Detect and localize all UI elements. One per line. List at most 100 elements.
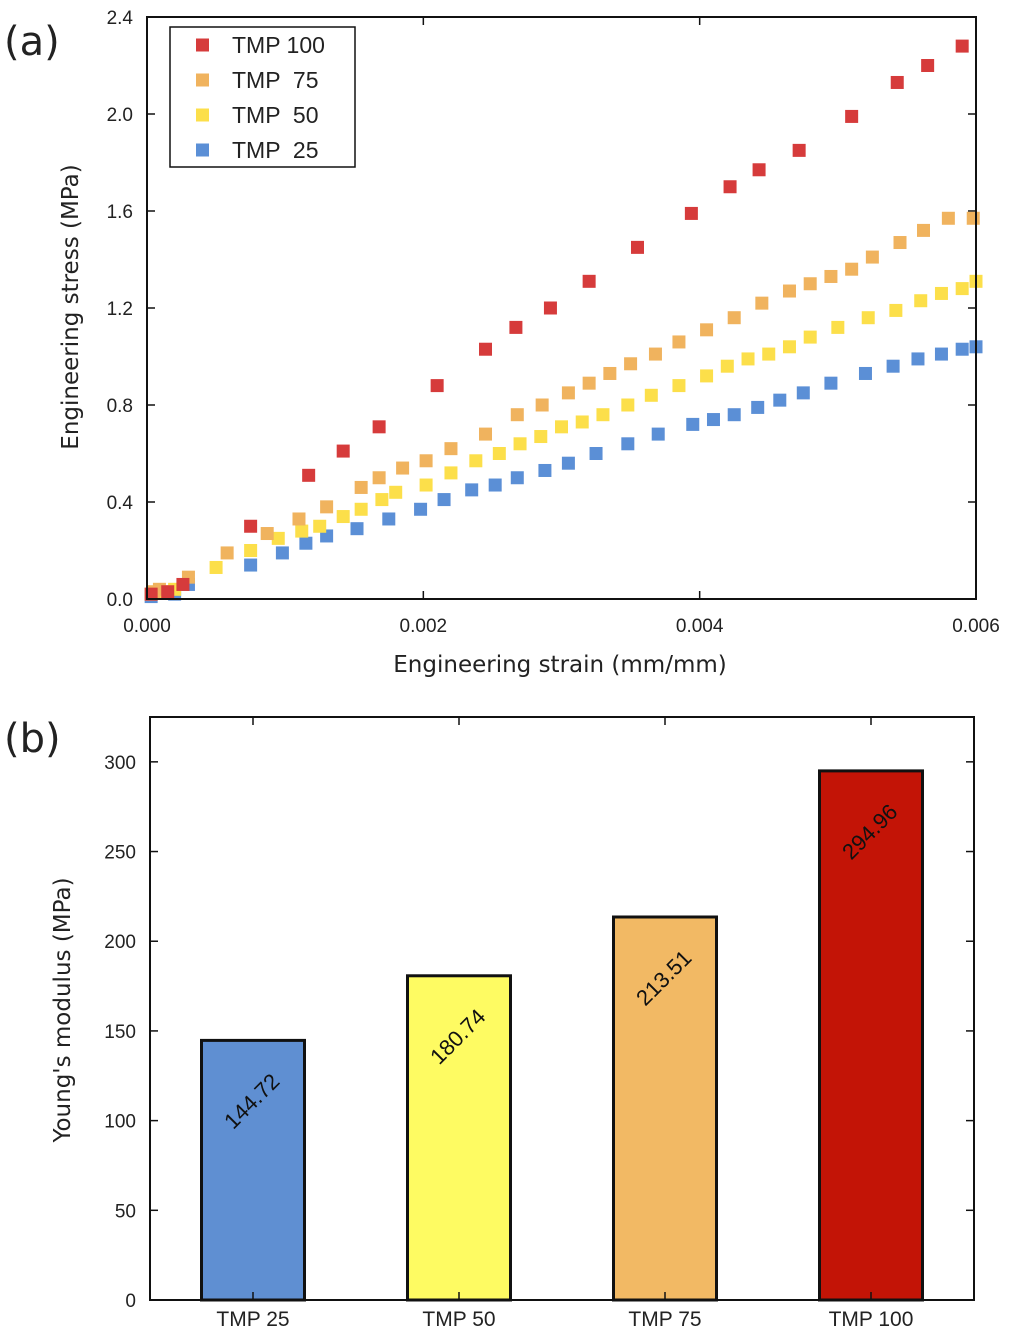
data-point-tmp-100 [176, 577, 190, 591]
data-point-tmp-75 [603, 366, 617, 380]
data-point-tmp-75 [824, 269, 838, 283]
x-category-label: TMP 75 [628, 1308, 701, 1331]
data-point-tmp-50 [513, 437, 527, 451]
data-point-tmp-50 [596, 408, 610, 422]
x-tick-label: 0.000 [123, 616, 171, 637]
data-point-tmp-75 [727, 311, 741, 325]
data-point-tmp-100 [845, 109, 859, 123]
data-point-tmp-50 [720, 359, 734, 373]
bar-tmp-50 [406, 974, 512, 1302]
data-point-tmp-75 [561, 386, 575, 400]
y-tick-label: 1.2 [107, 299, 133, 320]
data-point-tmp-25 [488, 478, 502, 492]
y-tick-label: 0.0 [107, 590, 133, 611]
data-point-tmp-50 [644, 388, 658, 402]
data-point-tmp-100 [582, 274, 596, 288]
data-point-tmp-25 [510, 471, 524, 485]
data-point-tmp-100 [161, 585, 175, 599]
data-point-tmp-25 [414, 502, 428, 516]
data-point-tmp-100 [336, 444, 350, 458]
panel-b-label: (b) [4, 716, 61, 762]
data-point-tmp-50 [741, 352, 755, 366]
data-point-tmp-75 [479, 427, 493, 441]
data-point-tmp-50 [914, 294, 928, 308]
data-point-tmp-50 [336, 510, 350, 524]
data-point-tmp-50 [831, 320, 845, 334]
data-point-tmp-75 [624, 357, 638, 371]
data-point-tmp-25 [751, 400, 765, 414]
data-point-tmp-75 [535, 398, 549, 412]
bar-plot-area: 0 50 100 150 200 250 300 144.72180.74213.51294… [104, 716, 975, 1331]
data-point-tmp-25 [589, 447, 603, 460]
y-tick-label: 0 [125, 1291, 136, 1312]
data-point-tmp-25 [275, 546, 289, 560]
data-point-tmp-75 [444, 442, 458, 456]
legend-swatch [196, 108, 209, 122]
x-category-label: TMP 25 [216, 1308, 289, 1331]
y-tick-label: 0.8 [107, 396, 133, 417]
data-point-tmp-50 [672, 379, 686, 393]
x-axis-title-a: Engineering strain (mm/mm) [393, 652, 726, 678]
data-point-tmp-25 [824, 376, 838, 390]
legend: TMP 100 TMP 75 TMP 50 TMP 25 [169, 26, 356, 168]
data-point-tmp-50 [209, 560, 223, 574]
data-point-tmp-25 [244, 558, 258, 572]
data-point-tmp-75 [354, 480, 368, 494]
data-point-tmp-75 [419, 454, 433, 468]
data-point-tmp-25 [796, 386, 810, 400]
y-tick-label: 0.4 [107, 493, 134, 514]
data-point-tmp-100 [684, 206, 698, 220]
y-tick-label: 200 [104, 932, 136, 953]
data-point-tmp-100 [955, 39, 969, 53]
data-point-tmp-50 [419, 478, 433, 492]
data-point-tmp-25 [773, 393, 787, 407]
data-point-tmp-100 [302, 468, 316, 482]
data-point-tmp-100 [630, 240, 644, 254]
data-point-tmp-25 [858, 366, 872, 380]
data-point-tmp-25 [465, 483, 479, 497]
data-point-tmp-25 [911, 352, 925, 366]
scatter-points [144, 39, 983, 604]
data-point-tmp-50 [389, 485, 403, 499]
data-point-tmp-50 [534, 430, 548, 444]
data-point-tmp-50 [621, 398, 635, 412]
legend-label: TMP 50 [232, 102, 319, 128]
data-point-tmp-50 [803, 330, 817, 344]
data-point-tmp-75 [372, 471, 386, 485]
x-category-label: TMP 100 [829, 1308, 914, 1331]
data-point-tmp-75 [396, 461, 410, 475]
y-tick-label: 2.0 [107, 105, 133, 126]
data-point-tmp-50 [762, 347, 776, 361]
legend-swatch [196, 38, 209, 52]
legend-label: TMP 25 [232, 137, 319, 163]
data-point-tmp-100 [723, 180, 737, 194]
data-point-tmp-25 [437, 493, 451, 507]
data-point-tmp-75 [700, 323, 714, 337]
data-point-tmp-25 [934, 347, 948, 361]
plot-frame-b [149, 716, 975, 1301]
y-axis-title-a: Engineering stress (MPa) [58, 164, 84, 449]
data-point-tmp-75 [893, 236, 907, 250]
data-point-tmp-75 [845, 262, 859, 276]
legend-swatch [196, 73, 209, 87]
scatter-plot-area: 0.00.40.81.21.62.02.4 0.000 0.002 0.004 0.0… [107, 8, 1000, 637]
data-point-tmp-50 [444, 466, 458, 480]
data-point-tmp-50 [295, 524, 309, 538]
data-point-tmp-75 [260, 527, 274, 541]
y-tick-label: 100 [104, 1112, 136, 1133]
data-point-tmp-25 [886, 359, 900, 373]
panel-a-label: (a) [4, 19, 60, 65]
y-tick-label: 300 [104, 753, 136, 774]
data-point-tmp-50 [244, 544, 258, 557]
data-point-tmp-75 [966, 211, 980, 225]
y-tick-label: 1.6 [107, 202, 133, 223]
data-point-tmp-25 [538, 463, 552, 477]
data-point-tmp-50 [375, 493, 389, 507]
legend-label: TMP 75 [232, 67, 319, 93]
data-point-tmp-25 [686, 417, 700, 431]
y-tick-label: 50 [115, 1201, 136, 1222]
data-point-tmp-75 [755, 296, 769, 310]
data-point-tmp-75 [782, 284, 796, 298]
